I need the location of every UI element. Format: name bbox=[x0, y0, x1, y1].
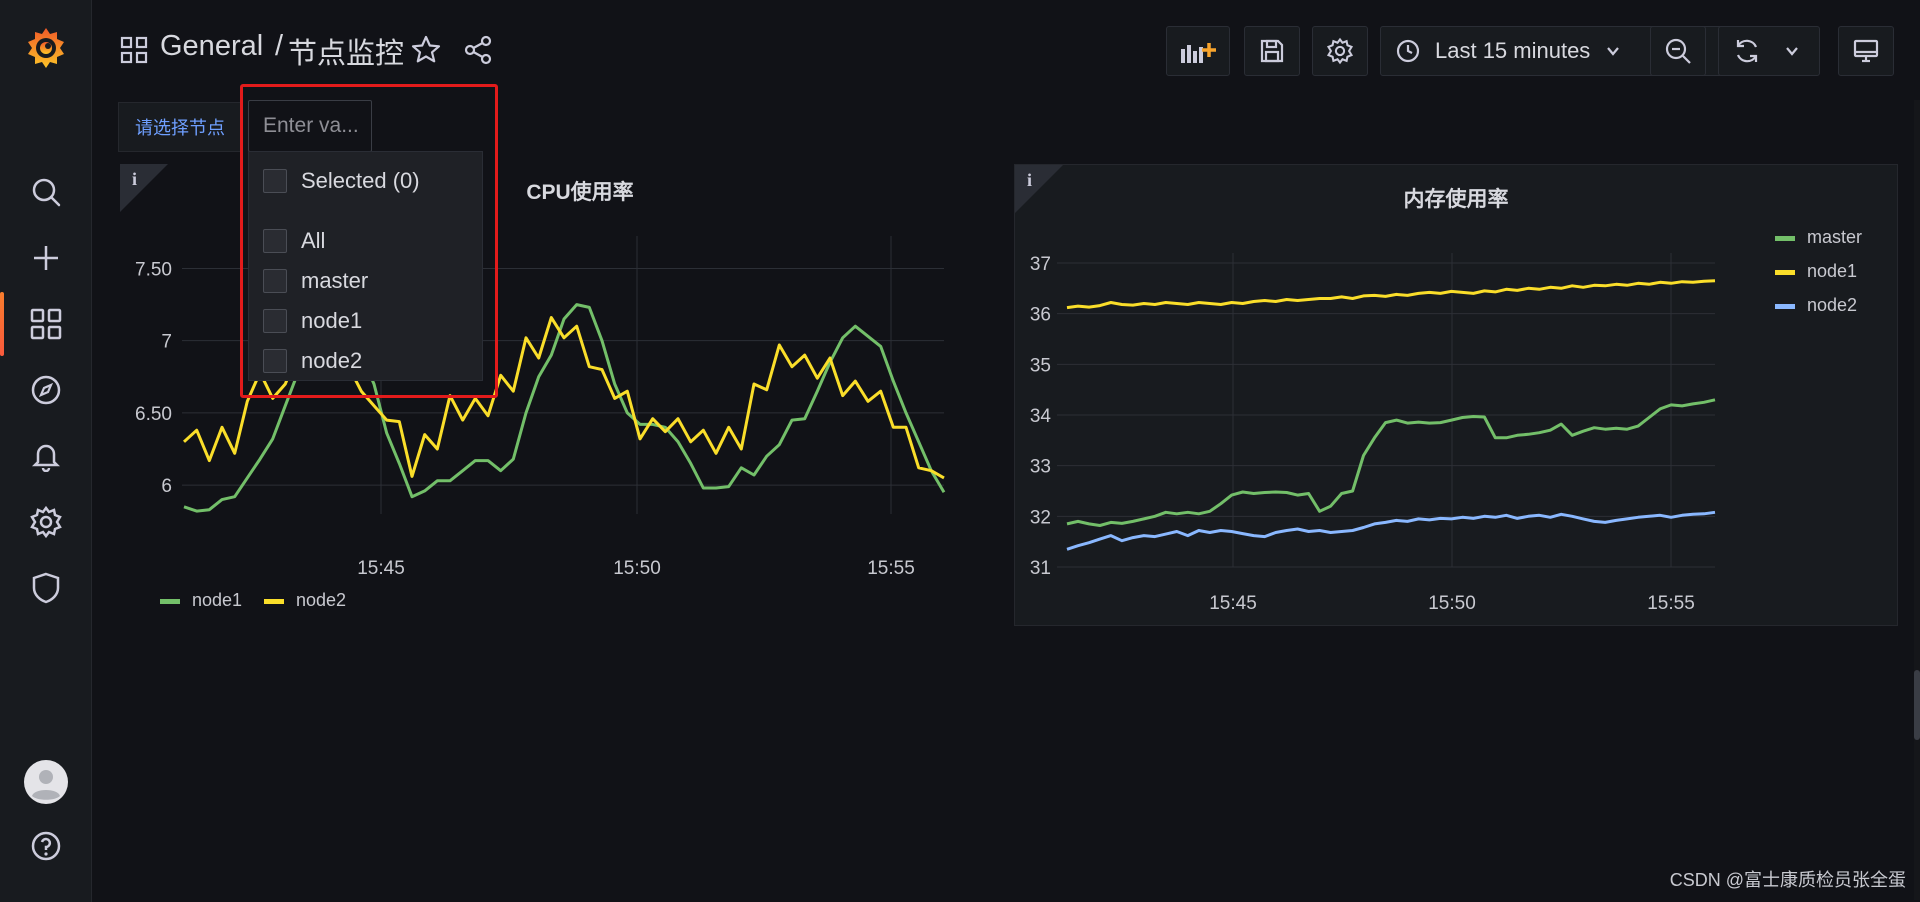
panel-title: 内存使用率 bbox=[1403, 188, 1509, 211]
refresh-icon bbox=[1736, 39, 1758, 63]
legend-item-node2[interactable]: node2 bbox=[296, 590, 346, 610]
chevron-down-icon bbox=[1607, 47, 1620, 56]
zoom-out-button[interactable] bbox=[1650, 26, 1706, 76]
share-icon[interactable] bbox=[462, 34, 494, 66]
gear-icon bbox=[1326, 37, 1354, 65]
info-icon[interactable]: i bbox=[120, 164, 168, 212]
gear-icon[interactable] bbox=[26, 502, 66, 542]
legend-swatch-node1 bbox=[160, 599, 180, 604]
memory-usage-panel: i 内存使用率 37 36 35 34 33 32 31 15:45 15:50 15:55 mas… bbox=[1014, 164, 1898, 626]
refresh-button[interactable] bbox=[1718, 26, 1820, 76]
variable-options-dropdown: Selected (0) All master node1 node2 bbox=[248, 151, 483, 381]
plus-icon[interactable] bbox=[26, 238, 66, 278]
y-tick-label: 32 bbox=[1030, 507, 1051, 528]
y-tick-label: 34 bbox=[1030, 406, 1052, 427]
series-line-node1[interactable] bbox=[1066, 279, 1716, 310]
y-tick-label: 36 bbox=[1030, 305, 1051, 326]
top-navbar: General / 节点监控 Last 15 minutes bbox=[92, 0, 1920, 100]
x-tick-label: 15:45 bbox=[1209, 593, 1257, 614]
x-tick-label: 15:45 bbox=[357, 558, 405, 579]
info-icon[interactable]: i bbox=[1015, 165, 1063, 213]
avatar[interactable] bbox=[24, 760, 68, 804]
clock-icon bbox=[1396, 39, 1420, 63]
x-tick-label: 15:50 bbox=[1428, 593, 1476, 614]
legend-item-node2[interactable]: node2 bbox=[1807, 295, 1857, 315]
scrollbar-track[interactable] bbox=[1914, 100, 1920, 900]
option-label: node2 bbox=[301, 348, 363, 373]
add-panel-icon bbox=[1181, 43, 1216, 63]
y-tick-label: 37 bbox=[1030, 254, 1051, 275]
checkbox-icon[interactable] bbox=[263, 309, 287, 333]
view-mode-button[interactable] bbox=[1838, 26, 1894, 76]
checkbox-icon[interactable] bbox=[263, 229, 287, 253]
x-tick-label: 15:55 bbox=[867, 558, 915, 579]
x-tick-label: 15:50 bbox=[613, 558, 661, 579]
memory-chart: 37 36 35 34 33 32 31 15:45 15:50 15:55 master node1… bbox=[1030, 227, 1862, 614]
star-icon[interactable] bbox=[410, 34, 442, 66]
x-tick-label: 15:55 bbox=[1647, 593, 1695, 614]
option-label: master bbox=[301, 268, 369, 293]
grafana-logo-icon[interactable] bbox=[24, 24, 68, 72]
time-range-label: Last 15 minutes bbox=[1435, 38, 1591, 63]
compass-icon[interactable] bbox=[26, 370, 66, 410]
series-line-node2[interactable] bbox=[1066, 510, 1716, 551]
breadcrumb-separator: / bbox=[275, 30, 284, 62]
selected-toggle[interactable]: Selected (0) bbox=[263, 166, 420, 196]
option-label: node1 bbox=[301, 308, 363, 333]
option-all[interactable]: All bbox=[263, 226, 325, 256]
active-indicator bbox=[0, 292, 4, 356]
search-icon[interactable] bbox=[26, 172, 66, 212]
legend-item-master[interactable]: master bbox=[1807, 227, 1862, 247]
y-tick-label: 35 bbox=[1030, 355, 1051, 376]
dashboard-settings-button[interactable] bbox=[1312, 26, 1368, 76]
y-tick-label: 7.50 bbox=[135, 259, 172, 280]
save-dashboard-button[interactable] bbox=[1244, 26, 1300, 76]
variable-label: 请选择节点 bbox=[118, 102, 242, 152]
selected-count-label: Selected (0) bbox=[301, 168, 420, 193]
y-tick-label: 33 bbox=[1030, 457, 1051, 478]
highlight-annotation-box bbox=[240, 84, 498, 398]
zoom-out-icon bbox=[1665, 38, 1691, 64]
legend-swatch-node1 bbox=[1775, 270, 1795, 275]
panel-title: CPU使用率 bbox=[526, 181, 634, 204]
checkbox-icon[interactable] bbox=[263, 349, 287, 373]
svg-text:i: i bbox=[1027, 170, 1032, 190]
legend-item-node1[interactable]: node1 bbox=[192, 590, 242, 610]
save-icon bbox=[1260, 39, 1284, 63]
scrollbar-thumb[interactable] bbox=[1914, 670, 1920, 740]
option-label: All bbox=[301, 228, 326, 253]
dashboards-icon[interactable] bbox=[26, 304, 66, 344]
sidebar bbox=[0, 0, 92, 902]
help-icon[interactable] bbox=[26, 826, 66, 866]
watermark: CSDN @富士康质检员张全蛋 bbox=[1669, 870, 1906, 890]
svg-text:i: i bbox=[132, 169, 137, 189]
option-node2[interactable]: node2 bbox=[263, 346, 362, 376]
page-title[interactable]: 节点监控 bbox=[288, 38, 405, 70]
option-node1[interactable]: node1 bbox=[263, 306, 362, 336]
shield-icon[interactable] bbox=[26, 568, 66, 608]
dashboards-icon bbox=[120, 36, 148, 64]
legend-item-node1[interactable]: node1 bbox=[1807, 261, 1857, 281]
monitor-icon bbox=[1853, 39, 1879, 63]
y-tick-label: 31 bbox=[1030, 558, 1051, 579]
add-panel-button[interactable] bbox=[1166, 26, 1230, 76]
checkbox-icon[interactable] bbox=[263, 269, 287, 293]
y-tick-label: 6.50 bbox=[135, 404, 172, 425]
y-tick-label: 7 bbox=[161, 332, 172, 353]
option-master[interactable]: master bbox=[263, 266, 368, 296]
series-line-master[interactable] bbox=[1066, 398, 1716, 527]
breadcrumb-folder[interactable]: General bbox=[160, 30, 264, 62]
y-tick-label: 6 bbox=[161, 476, 172, 497]
chevron-down-icon[interactable] bbox=[1783, 42, 1801, 60]
legend-swatch-node2 bbox=[264, 599, 284, 604]
legend-swatch-node2 bbox=[1775, 304, 1795, 309]
legend-swatch-master bbox=[1775, 236, 1795, 241]
bell-icon[interactable] bbox=[26, 436, 66, 476]
checkbox-icon[interactable] bbox=[263, 169, 287, 193]
